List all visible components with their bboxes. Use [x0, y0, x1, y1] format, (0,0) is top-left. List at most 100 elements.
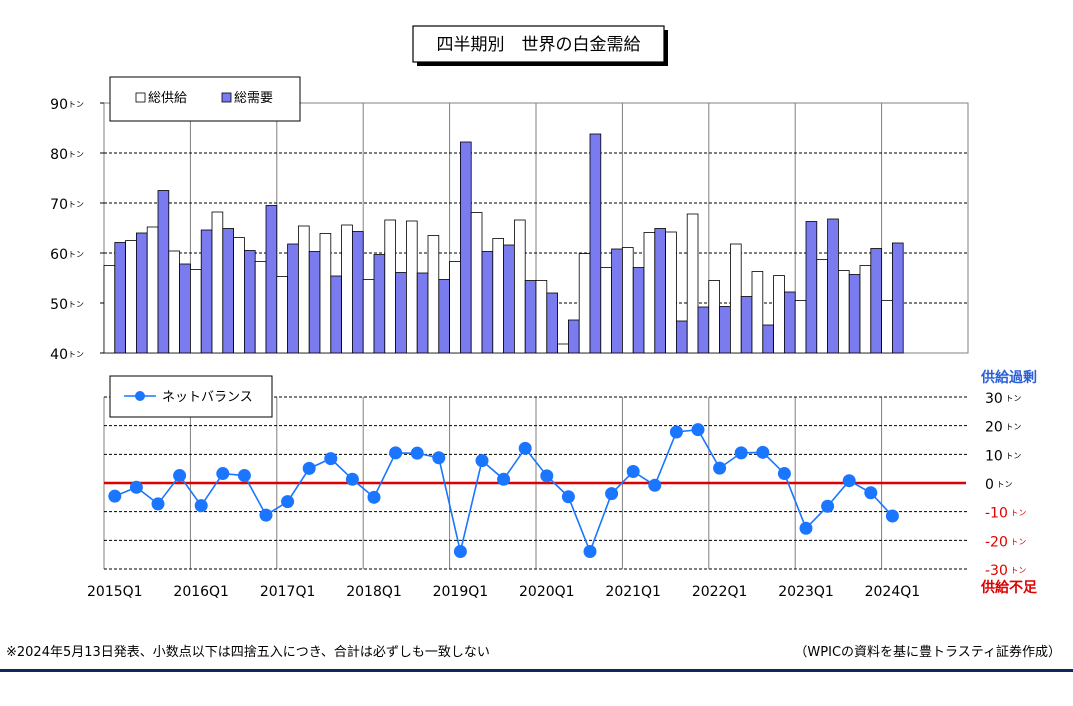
bar-supply [233, 237, 245, 354]
net-balance-point [497, 472, 511, 486]
net-balance-point [583, 545, 597, 559]
bar-supply [686, 213, 699, 354]
bar-demand [611, 248, 623, 354]
bar-supply [319, 233, 332, 354]
bar-supply [514, 219, 526, 354]
bar-supply [730, 243, 742, 354]
net-y-tick-label: -10 トン [985, 506, 1026, 522]
bar-supply [103, 265, 116, 354]
net-balance-point [237, 469, 251, 483]
bar-demand [719, 306, 731, 354]
bar-demand [287, 243, 299, 354]
net-y-tick-label: -30 トン [985, 563, 1026, 579]
net-balance-point [864, 486, 878, 500]
bar-demand [676, 320, 688, 354]
net-balance-point [259, 508, 273, 522]
bar-supply [773, 275, 785, 354]
legend-demand-label: 総需要 [234, 91, 273, 106]
net-legend-marker [135, 391, 145, 401]
bar-demand [697, 306, 710, 354]
bar-supply [600, 267, 612, 354]
footnote-right: （WPICの資料を基に豊トラスティ証券作成） [794, 645, 1061, 660]
bar-demand [568, 319, 580, 354]
x-tick-label: 2024Q1 [865, 584, 921, 600]
net-y-tick-label: 30 トン [985, 391, 1021, 407]
bar-demand [179, 263, 191, 354]
bar-supply [427, 235, 440, 354]
bar-supply [708, 280, 720, 354]
bar-y-tick-label: 80トン [50, 147, 84, 163]
bar-supply [168, 250, 181, 354]
bar-supply [643, 232, 656, 354]
bar-supply [125, 240, 137, 354]
bar-y-tick-label: 90トン [50, 97, 84, 113]
net-balance-point [389, 446, 403, 460]
net-balance-point [756, 445, 770, 459]
net-balance-point [108, 489, 122, 503]
bar-demand [157, 190, 170, 354]
bar-demand [632, 267, 645, 354]
net-balance-point [540, 469, 554, 483]
net-balance-point [626, 465, 640, 479]
net-balance-point [885, 509, 899, 523]
x-tick-label: 2022Q1 [692, 584, 748, 600]
title-box [412, 25, 665, 63]
bar-supply [665, 231, 677, 354]
x-tick-label: 2020Q1 [519, 584, 575, 600]
net-balance-point [475, 454, 489, 468]
net-balance-point [518, 441, 532, 455]
bar-y-tick-label: 40トン [50, 347, 84, 363]
net-y-tick-label: 20 トン [985, 420, 1021, 436]
net-balance-point [734, 446, 748, 460]
bar-demand [481, 251, 494, 354]
net-balance-point [605, 487, 619, 501]
bar-demand [503, 244, 515, 354]
bar-demand [265, 205, 278, 354]
bar-supply [794, 300, 807, 354]
bar-supply [881, 300, 893, 354]
net-balance-point [281, 495, 295, 509]
surplus-label: 供給過剰 [980, 369, 1037, 386]
bar-demand [114, 242, 127, 354]
net-balance-point [216, 467, 230, 481]
bar-demand [805, 221, 818, 354]
bar-supply [405, 220, 418, 354]
bar-supply [535, 280, 548, 354]
bar-demand [308, 251, 321, 354]
bar-demand [740, 296, 753, 354]
net-balance-point [691, 423, 705, 437]
net-balance-point [151, 497, 165, 511]
legend-demand-swatch [221, 92, 232, 103]
net-balance-point [129, 480, 143, 494]
bar-demand [438, 279, 450, 354]
x-tick-label: 2019Q1 [433, 584, 489, 600]
net-balance-point [821, 499, 835, 513]
x-tick-label: 2015Q1 [87, 584, 143, 600]
bar-supply [276, 276, 288, 354]
net-balance-point [410, 446, 424, 460]
bar-demand [395, 272, 407, 354]
bar-supply [146, 226, 159, 354]
net-balance-point [777, 467, 791, 481]
net-balance-point [453, 545, 467, 559]
bar-demand [459, 141, 472, 354]
net-balance-point [302, 461, 316, 475]
bar-supply [816, 259, 828, 354]
bar-demand [200, 229, 213, 354]
bar-supply [578, 253, 591, 354]
bar-y-tick-label: 70トン [50, 197, 84, 213]
chart-title: 四半期別 世界の白金需給 [437, 35, 641, 55]
bar-demand [870, 248, 882, 354]
bar-supply [557, 343, 569, 354]
bar-supply [211, 211, 224, 354]
net-balance-point [432, 451, 446, 465]
x-tick-label: 2021Q1 [605, 584, 661, 600]
net-balance-point [367, 490, 381, 504]
bar-demand [351, 231, 364, 354]
bar-supply [189, 269, 202, 354]
net-legend-label: ネットバランス [162, 390, 253, 405]
bar-demand [827, 218, 839, 354]
bar-demand [848, 274, 861, 354]
net-balance-point [194, 499, 208, 513]
